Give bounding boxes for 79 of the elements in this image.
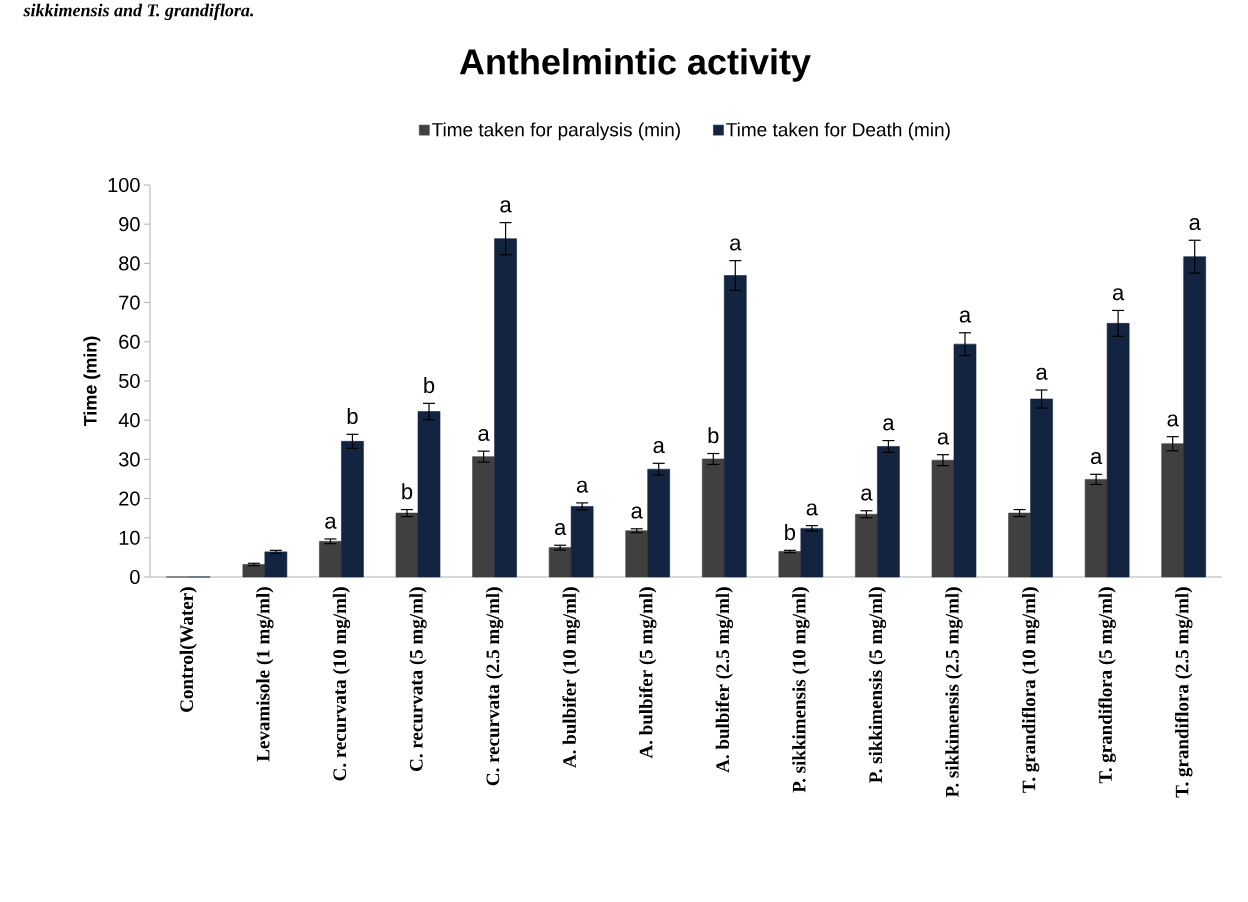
bar: [1106, 323, 1130, 578]
x-tick-label: Control(Water): [179, 587, 197, 712]
bar: [953, 343, 977, 578]
bar: [570, 506, 594, 578]
data-label: a: [1167, 414, 1179, 427]
bar: [877, 446, 900, 578]
x-tick-label: A. bulbifer (5 mg/ml): [638, 587, 657, 759]
data-label: a: [325, 516, 337, 529]
bar: [855, 513, 878, 578]
chart-title: Anthelmintic activity: [459, 48, 811, 82]
legend-label: Time taken for Death (min): [726, 122, 950, 141]
data-label: a: [1090, 452, 1103, 465]
x-tick-label: P. sikkimensis (2.5 mg/ml): [945, 587, 963, 798]
bar: [1008, 512, 1031, 578]
y-tick-label: 100: [108, 177, 140, 193]
bar: [1183, 256, 1206, 578]
x-tick-label: C. recurvata (10 mg/ml): [332, 587, 351, 781]
data-label: a: [959, 310, 972, 323]
y-tick-label: 60: [119, 334, 140, 349]
bar: [1161, 443, 1184, 578]
bar: [494, 238, 517, 578]
data-label: a: [500, 200, 512, 213]
data-label: a: [653, 441, 665, 454]
data-label: b: [402, 483, 413, 500]
data-label: a: [1189, 218, 1201, 231]
data-label: a: [937, 432, 950, 445]
text: sikkimensis and T. grandiflora.: [23, 3, 253, 21]
y-tick-label: 20: [119, 491, 140, 506]
data-label: a: [730, 238, 742, 251]
bar: [472, 456, 495, 578]
x-tick-label: T. grandiflora (2.5 mg/ml): [1174, 587, 1193, 798]
bar: [701, 458, 725, 578]
bar: [778, 551, 802, 578]
data-label: a: [861, 488, 873, 501]
bar: [931, 459, 955, 578]
x-tick-label: C. recurvata (5 mg/ml): [409, 587, 427, 771]
bar: [341, 441, 364, 578]
data-label: a: [631, 506, 643, 519]
data-label: a: [478, 428, 490, 441]
data-label: a: [883, 418, 895, 431]
bar: [723, 275, 747, 578]
y-tick-label: 50: [119, 373, 140, 389]
bar: [319, 541, 342, 578]
data-label: b: [347, 407, 358, 425]
bar: [395, 512, 419, 578]
y-tick-label: 80: [119, 256, 140, 271]
x-tick-label: P. sikkimensis (10 mg/ml): [792, 587, 810, 793]
bar: [800, 528, 824, 578]
data-label: b: [424, 376, 435, 394]
data-label: a: [1036, 367, 1048, 380]
data-label: b: [708, 427, 719, 444]
legend-label: Time taken for paralysis (min): [432, 122, 680, 141]
bar: [647, 468, 671, 578]
y-tick-label: 10: [119, 530, 140, 545]
x-tick-label: A. bulbifer (10 mg/ml): [562, 587, 580, 768]
y-tick-label: 90: [119, 217, 140, 232]
bar: [625, 530, 649, 578]
x-tick-label: T. grandiflora (5 mg/ml): [1098, 587, 1116, 784]
data-label: b: [785, 523, 796, 541]
x-tick-label: C. recurvata (2.5 mg/ml): [485, 587, 504, 786]
bar: [242, 564, 266, 578]
bar: [417, 411, 441, 578]
x-tick-label: P. sikkimensis (5 mg/ml): [868, 587, 887, 783]
bar: [548, 547, 572, 578]
bar: [1030, 398, 1053, 578]
bar: [264, 551, 288, 578]
x-tick-label: A. bulbifer (2.5 mg/ml): [715, 587, 734, 773]
data-label: a: [806, 503, 818, 516]
y-tick-label: 30: [119, 452, 140, 467]
data-label: a: [576, 480, 589, 493]
x-tick-label: T. grandiflora (10 mg/ml): [1021, 587, 1040, 793]
y-tick-label: 70: [119, 295, 140, 310]
y-tick-label: 0: [130, 569, 140, 585]
data-label: a: [554, 522, 567, 536]
data-label: a: [1112, 288, 1125, 301]
x-tick-label: Levamisole (1 mg/ml): [256, 587, 274, 762]
bar: [1084, 479, 1108, 578]
y-tick-label: 40: [118, 413, 140, 428]
y-axis-title: Time (min): [83, 336, 101, 427]
